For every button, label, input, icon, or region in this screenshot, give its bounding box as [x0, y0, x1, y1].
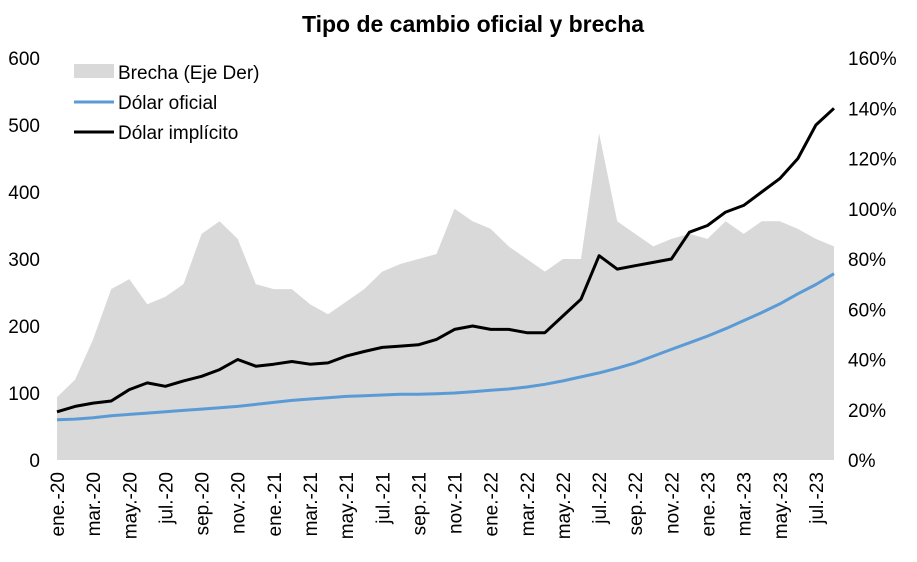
- left-tick-label: 400: [8, 183, 40, 204]
- x-tick-label: jul.-22: [590, 472, 611, 525]
- x-tick-label: mar.-22: [518, 472, 539, 536]
- line-layer: [56, 107, 836, 422]
- left-tick-label: 0: [29, 451, 40, 472]
- series-area-brecha-eje-der: [57, 133, 834, 460]
- legend-label-dolar-implicito: Dólar implícito: [118, 123, 238, 144]
- x-tick-label: nov.-22: [662, 472, 683, 534]
- series-line-dolar-implicito: [56, 107, 836, 414]
- legend-swatch-brecha-eje-der: [74, 64, 114, 78]
- left-tick-label: 600: [8, 49, 40, 70]
- x-tick-label: sep.-21: [409, 472, 430, 535]
- x-tick-label: nov.-21: [446, 472, 467, 534]
- x-tick-label: sep.-20: [193, 472, 214, 535]
- left-tick-label: 200: [8, 317, 40, 338]
- left-tick-label: 100: [8, 384, 40, 405]
- right-tick-label: 0%: [848, 451, 876, 472]
- left-tick-label: 500: [8, 116, 40, 137]
- x-tick-label: may.-22: [554, 472, 575, 539]
- x-tick-label: jul.-23: [807, 472, 828, 525]
- x-tick-label: may.-23: [771, 472, 792, 539]
- area-layer: [57, 133, 834, 460]
- right-tick-label: 120%: [848, 150, 897, 171]
- x-tick-label: mar.-23: [735, 472, 756, 536]
- legend-label-brecha-eje-der: Brecha (Eje Der): [118, 63, 260, 84]
- x-tick-label: ene.-20: [48, 472, 69, 536]
- right-tick-label: 20%: [848, 401, 886, 422]
- x-tick-label: nov.-20: [229, 472, 250, 534]
- x-tick-label: ene.-23: [699, 472, 720, 536]
- right-tick-label: 40%: [848, 351, 886, 372]
- right-axis-ticks: 0% 20% 40% 60% 80% 100% 120% 140% 160%: [848, 49, 897, 472]
- right-tick-label: 160%: [848, 49, 897, 70]
- right-tick-label: 60%: [848, 300, 886, 321]
- left-axis-ticks: 0 100 200 300 400 500 600: [8, 49, 40, 472]
- legend: Brecha (Eje Der) Dólar oficial Dólar implí…: [74, 63, 260, 144]
- series-line-dolar-oficial: [56, 272, 835, 422]
- x-tick-label: mar.-21: [301, 472, 322, 536]
- x-tick-label: may.-20: [120, 472, 141, 539]
- x-tick-label: may.-21: [337, 472, 358, 539]
- x-tick-label: sep.-22: [626, 472, 647, 535]
- x-tick-label: ene.-22: [482, 472, 503, 536]
- x-tick-label: ene.-21: [265, 472, 286, 536]
- x-tick-label: mar.-20: [84, 472, 105, 536]
- x-tick-label: jul.-20: [156, 472, 177, 525]
- x-axis-ticks: ene.-20 mar.-20 may.-20 jul.-20 sep.-20 nov.-…: [48, 472, 828, 539]
- x-tick-label: jul.-21: [373, 472, 394, 525]
- legend-label-dolar-oficial: Dólar oficial: [118, 93, 217, 114]
- chart-title: Tipo de cambio oficial y brecha: [302, 11, 644, 37]
- right-tick-label: 100%: [848, 200, 897, 221]
- right-tick-label: 80%: [848, 250, 886, 271]
- left-tick-label: 300: [8, 250, 40, 271]
- right-tick-label: 140%: [848, 99, 897, 120]
